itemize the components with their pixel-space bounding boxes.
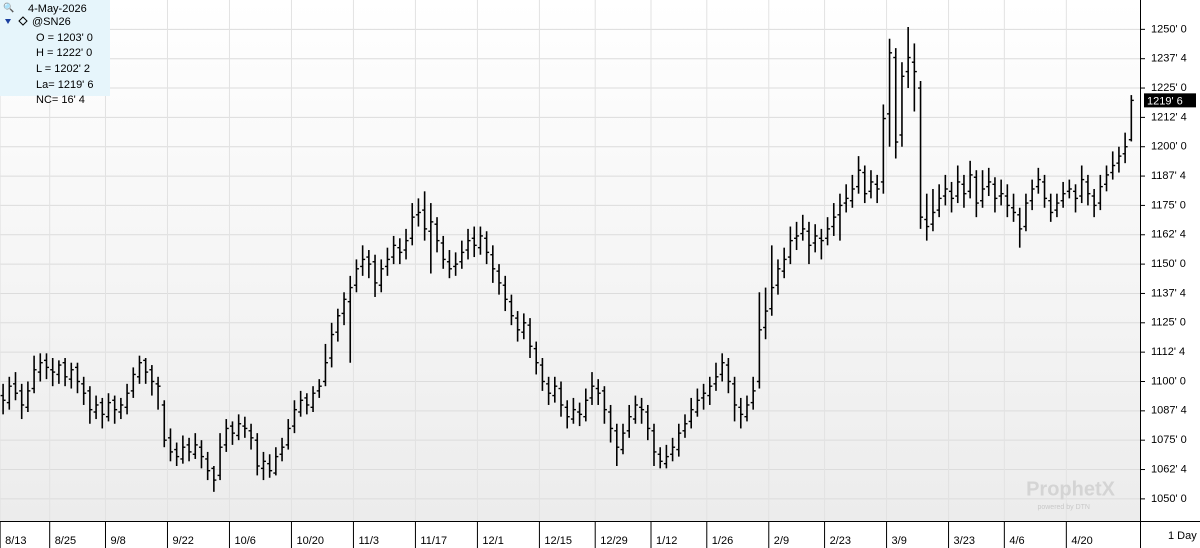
y-tick-label: 1212' 4 — [1151, 111, 1187, 123]
last-price-label: 1219' 6 — [1147, 95, 1183, 107]
x-tick-label: 9/8 — [110, 535, 125, 547]
x-tick-label: 1/12 — [656, 535, 677, 547]
y-axis-area — [1140, 0, 1200, 548]
x-tick-label: 11/3 — [358, 535, 379, 547]
x-tick-label: 1/26 — [712, 535, 733, 547]
x-tick-label: 8/13 — [5, 535, 26, 547]
axes: 1050' 0 1062' 4 1075' 0 1087' 4 1100' 0 1112'… — [0, 23, 1196, 548]
info-background — [0, 0, 110, 96]
y-tick-label: 1062' 4 — [1151, 463, 1187, 475]
y-tick-label: 1200' 0 — [1151, 141, 1187, 153]
x-tick-label: 12/29 — [600, 535, 628, 547]
y-tick-label: 1075' 0 — [1151, 434, 1187, 446]
collapse-icon[interactable] — [5, 19, 11, 24]
x-tick-label: 12/15 — [544, 535, 572, 547]
x-tick-label: 4/6 — [1009, 535, 1024, 547]
x-tick-label: 3/23 — [954, 535, 975, 547]
x-tick-label: 10/20 — [296, 535, 324, 547]
info-low: L = 1202' 2 — [36, 63, 90, 75]
watermark-sub: powered by DTN — [1037, 504, 1090, 511]
search-icon[interactable]: 🔍 — [3, 1, 14, 12]
plot-area — [0, 0, 1140, 521]
x-tick-label: 4/20 — [1071, 535, 1092, 547]
y-tick-label: 1237' 4 — [1151, 53, 1187, 65]
y-tick-label: 1100' 0 — [1151, 375, 1186, 387]
y-tick-label: 1137' 4 — [1151, 287, 1186, 299]
info-open: O = 1203' 0 — [36, 32, 93, 44]
y-tick-label: 1175' 0 — [1151, 199, 1186, 211]
x-tick-label: 11/17 — [420, 535, 447, 547]
info-last: La= 1219' 6 — [36, 79, 93, 91]
x-tick-label: 8/25 — [55, 535, 76, 547]
y-tick-label: 1125' 0 — [1151, 317, 1186, 329]
y-tick-label: 1050' 0 — [1151, 493, 1187, 505]
symbol-icon — [18, 16, 28, 26]
y-tick-label: 1150' 0 — [1151, 258, 1186, 270]
watermark: ProphetX — [1026, 478, 1116, 500]
info-symbol: @SN26 — [32, 16, 71, 28]
y-tick-label: 1112' 4 — [1151, 346, 1185, 358]
x-tick-label: 3/9 — [892, 535, 907, 547]
last-price-box — [1144, 93, 1196, 108]
bars — [0, 26, 1134, 492]
info-high: H = 1222' 0 — [36, 47, 92, 59]
y-tick-label: 1087' 4 — [1151, 405, 1187, 417]
info-panel: 🔍 4-May-2026 @SN26 O = 1203' 0 H = 1222'… — [0, 0, 110, 106]
grid — [0, 0, 1140, 520]
y-tick-label: 1250' 0 — [1151, 23, 1187, 35]
info-change: NC= 16' 4 — [36, 94, 85, 106]
x-tick-label: 12/1 — [482, 535, 503, 547]
x-tick-label: 2/23 — [830, 535, 851, 547]
y-tick-label: 1162' 4 — [1151, 229, 1186, 241]
period-label[interactable]: 1 Day — [1168, 530, 1197, 542]
y-tick-label: 1187' 4 — [1151, 170, 1186, 182]
x-tick-label: 10/6 — [234, 535, 255, 547]
y-tick-label: 1225' 0 — [1151, 82, 1187, 94]
x-tick-label: 2/9 — [774, 535, 789, 547]
info-date: 4-May-2026 — [28, 3, 87, 15]
x-tick-label: 9/22 — [172, 535, 193, 547]
